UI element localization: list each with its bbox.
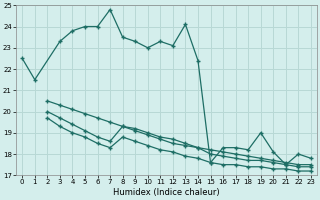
X-axis label: Humidex (Indice chaleur): Humidex (Indice chaleur) xyxy=(113,188,220,197)
